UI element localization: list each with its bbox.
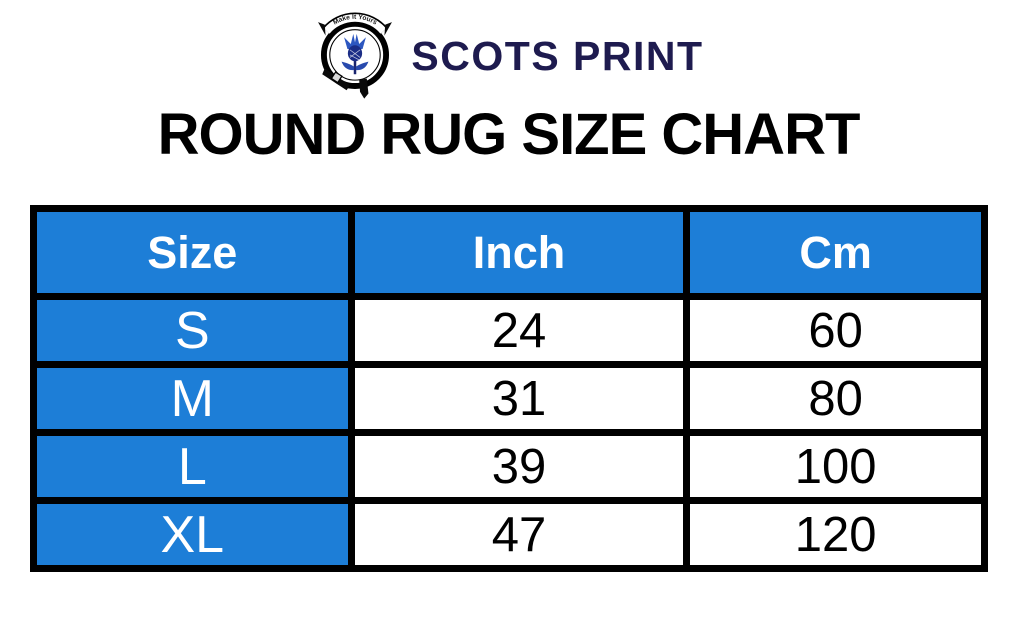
size-label-cell: M — [30, 361, 355, 436]
inch-value-cell: 31 — [347, 361, 691, 436]
table-row: L 39 100 — [30, 429, 988, 504]
cm-value-cell: 120 — [683, 497, 988, 572]
size-label-cell: S — [30, 293, 355, 368]
cm-value-cell: 80 — [683, 361, 988, 436]
inch-value-cell: 47 — [347, 497, 691, 572]
thistle-crest-badge-icon: Make It Yours — [313, 6, 397, 103]
page-title: ROUND RUG SIZE CHART — [157, 102, 861, 167]
size-label-cell: L — [30, 429, 355, 504]
column-header-cm: Cm — [683, 205, 988, 300]
cm-value-cell: 60 — [683, 293, 988, 368]
table-row: XL 47 120 — [30, 497, 988, 572]
brand-header: Make It Yours SCOTS PRINT — [0, 6, 1017, 103]
size-label-cell: XL — [30, 497, 355, 572]
column-header-size: Size — [30, 205, 355, 300]
column-header-inch: Inch — [347, 205, 691, 300]
table-header-row: Size Inch Cm — [30, 205, 988, 300]
table-row: M 31 80 — [30, 361, 988, 436]
table-row: S 24 60 — [30, 293, 988, 368]
cm-value-cell: 100 — [683, 429, 988, 504]
brand-name: SCOTS PRINT — [411, 33, 704, 79]
inch-value-cell: 24 — [347, 293, 691, 368]
inch-value-cell: 39 — [347, 429, 691, 504]
size-chart-table: Size Inch Cm S 24 60 M 31 80 L 39 100 — [30, 205, 988, 572]
